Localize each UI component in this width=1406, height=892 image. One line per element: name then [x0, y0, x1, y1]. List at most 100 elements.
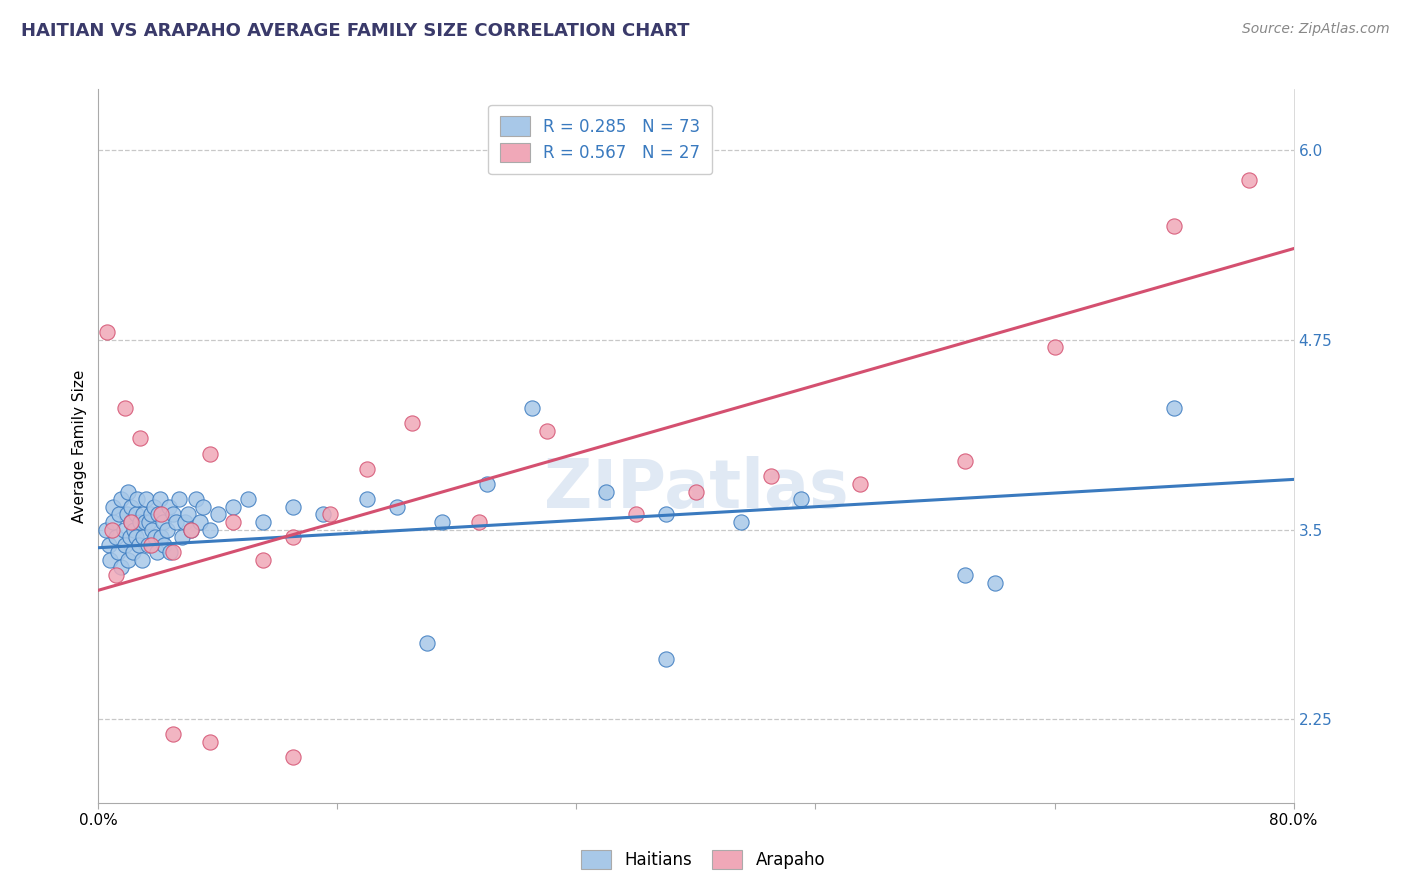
Point: [129, 515, 152, 529]
Point: [281, 500, 304, 514]
Point: [180, 523, 202, 537]
Point: [759, 469, 782, 483]
Point: [281, 750, 304, 764]
Point: [162, 727, 184, 741]
Legend: R = 0.285   N = 73, R = 0.567   N = 27: R = 0.285 N = 73, R = 0.567 N = 27: [488, 104, 713, 174]
Point: [143, 530, 166, 544]
Point: [125, 530, 148, 544]
Point: [110, 560, 132, 574]
Point: [207, 508, 229, 522]
Text: ZIPatlas: ZIPatlas: [544, 456, 848, 522]
Point: [789, 492, 811, 507]
Point: [311, 508, 333, 522]
Point: [849, 477, 872, 491]
Point: [103, 500, 125, 514]
Point: [953, 454, 976, 468]
Point: [135, 492, 157, 507]
Point: [1237, 173, 1260, 187]
Point: [356, 462, 378, 476]
Point: [252, 553, 274, 567]
Point: [162, 508, 184, 522]
Point: [138, 515, 160, 529]
Point: [145, 545, 167, 559]
Point: [222, 500, 245, 514]
Point: [655, 508, 678, 522]
Point: [150, 508, 173, 522]
Point: [105, 568, 128, 582]
Point: [112, 523, 135, 537]
Point: [134, 515, 156, 529]
Legend: Haitians, Arapaho: Haitians, Arapaho: [571, 840, 835, 880]
Point: [655, 651, 678, 665]
Point: [97, 538, 120, 552]
Point: [105, 530, 128, 544]
Point: [188, 515, 211, 529]
Point: [385, 500, 409, 514]
Point: [200, 735, 222, 749]
Point: [96, 325, 118, 339]
Point: [430, 515, 453, 529]
Point: [108, 508, 131, 522]
Point: [401, 416, 423, 430]
Point: [319, 508, 342, 522]
Point: [174, 515, 197, 529]
Point: [115, 508, 138, 522]
Point: [142, 500, 165, 514]
Point: [162, 545, 184, 559]
Point: [120, 515, 142, 529]
Point: [222, 515, 245, 529]
Point: [132, 508, 155, 522]
Point: [117, 553, 139, 567]
Point: [98, 553, 122, 567]
Point: [101, 523, 124, 537]
Point: [475, 477, 498, 491]
Point: [136, 538, 159, 552]
Point: [984, 575, 1007, 590]
Point: [107, 545, 129, 559]
Point: [125, 508, 148, 522]
Text: HAITIAN VS ARAPAHO AVERAGE FAMILY SIZE CORRELATION CHART: HAITIAN VS ARAPAHO AVERAGE FAMILY SIZE C…: [21, 22, 689, 40]
Point: [626, 508, 648, 522]
Point: [150, 530, 173, 544]
Point: [118, 530, 141, 544]
Point: [191, 500, 214, 514]
Point: [124, 523, 146, 537]
Point: [520, 401, 543, 415]
Point: [184, 492, 207, 507]
Point: [114, 538, 136, 552]
Point: [110, 492, 132, 507]
Point: [165, 515, 187, 529]
Point: [128, 538, 150, 552]
Point: [172, 530, 194, 544]
Point: [148, 508, 170, 522]
Point: [281, 530, 304, 544]
Point: [595, 484, 617, 499]
Point: [1163, 219, 1185, 233]
Point: [236, 492, 259, 507]
Point: [157, 500, 180, 514]
Point: [416, 636, 439, 650]
Point: [177, 508, 200, 522]
Point: [159, 545, 181, 559]
Point: [156, 523, 179, 537]
Point: [139, 508, 162, 522]
Point: [132, 530, 155, 544]
Point: [114, 401, 136, 415]
Text: Source: ZipAtlas.com: Source: ZipAtlas.com: [1241, 22, 1389, 37]
Point: [153, 538, 176, 552]
Point: [94, 523, 117, 537]
Point: [536, 424, 558, 438]
Point: [1043, 340, 1066, 354]
Point: [141, 523, 163, 537]
Point: [685, 484, 707, 499]
Point: [131, 553, 153, 567]
Point: [139, 538, 162, 552]
Point: [200, 447, 222, 461]
Point: [129, 431, 152, 445]
Point: [468, 515, 491, 529]
Point: [152, 515, 174, 529]
Point: [252, 515, 274, 529]
Point: [103, 515, 125, 529]
Point: [121, 545, 143, 559]
Point: [1163, 401, 1185, 415]
